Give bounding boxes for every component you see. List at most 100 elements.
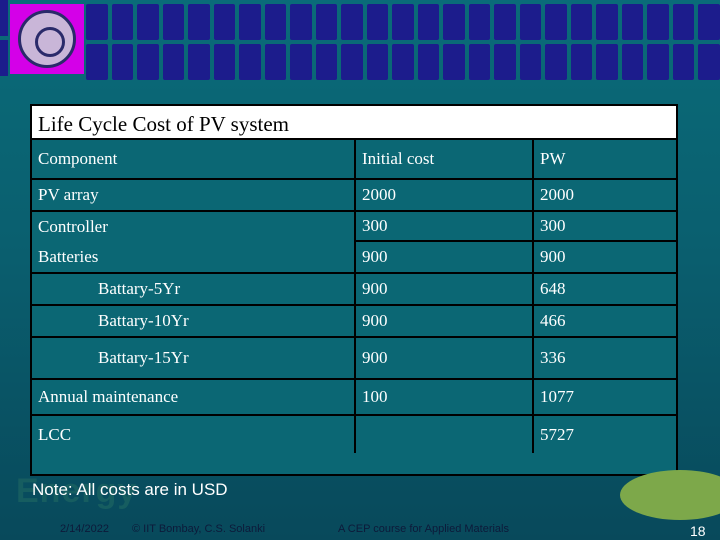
row-initial-cost: 900	[354, 304, 533, 337]
logo-emblem-icon	[18, 10, 76, 68]
decoration-square	[621, 4, 644, 40]
row-component: PV array	[38, 185, 99, 204]
decoration-square	[443, 44, 465, 80]
row-component: Batteries	[38, 246, 99, 266]
decoration-square	[366, 44, 389, 80]
decoration-square	[341, 4, 363, 40]
table-row: Batteries 900 900	[32, 240, 676, 273]
table-header-row: Component Initial cost PW	[32, 140, 676, 180]
decoration-square	[239, 44, 261, 80]
decoration-square	[468, 4, 491, 40]
decorative-oval	[620, 470, 720, 520]
decoration-square	[698, 4, 720, 40]
decoration-square	[417, 4, 440, 40]
footer-author: © IIT Bombay, C.S. Solanki	[132, 523, 266, 535]
row-initial-cost: 2000	[354, 179, 533, 211]
decoration-square	[137, 44, 159, 80]
decoration-square	[443, 4, 465, 40]
row-component: Controller	[32, 210, 355, 241]
decoration-square	[366, 4, 389, 40]
decoration-square	[570, 44, 593, 80]
decoration-square	[570, 4, 593, 40]
decoration-square	[213, 4, 236, 40]
decoration-square	[698, 44, 720, 80]
decoration-square	[596, 4, 618, 40]
decoration-square	[672, 44, 695, 80]
cost-note: Note: All costs are in USD	[32, 480, 228, 499]
table-row: Controller 300 300	[32, 210, 676, 241]
decoration-square	[494, 44, 516, 80]
row-component: LCC	[32, 414, 355, 453]
header-decoration-grid	[86, 4, 720, 80]
header-initial-cost: Initial cost	[354, 140, 533, 180]
decoration-square	[672, 4, 695, 40]
decoration-square	[545, 4, 567, 40]
decoration-square	[315, 4, 338, 40]
row-pw: 336	[532, 336, 676, 379]
row-pw: 466	[532, 304, 676, 337]
cost-table: Component Initial cost PW PV array 2000 …	[32, 140, 676, 453]
table-row: Battary-10Yr 900 466	[32, 304, 676, 337]
decoration-square	[596, 44, 618, 80]
decoration-square	[647, 44, 669, 80]
table-row: Battary-5Yr 900 648	[32, 272, 676, 305]
decoration-square	[621, 44, 644, 80]
row-component: Annual maintenance	[32, 378, 355, 415]
row-pw: 648	[532, 272, 676, 305]
table-row: PV array 2000 2000	[32, 179, 676, 211]
table-title: Life Cycle Cost of PV system	[32, 106, 676, 140]
decoration-square	[647, 4, 669, 40]
decoration-square	[188, 44, 210, 80]
header-decoration-left	[0, 0, 86, 80]
row-pw: 2000	[532, 179, 676, 211]
decoration-square	[264, 44, 287, 80]
row-initial-cost	[354, 414, 533, 453]
decoration-square	[213, 44, 236, 80]
slide-number: 18	[690, 523, 706, 539]
decoration-square	[111, 44, 134, 80]
decoration-square	[239, 4, 261, 40]
decoration-square	[86, 44, 108, 80]
row-initial-cost: 900	[354, 272, 533, 305]
decoration-square	[188, 4, 210, 40]
row-initial-cost: 900	[354, 240, 533, 273]
decoration-square	[137, 4, 159, 40]
iit-bombay-logo	[10, 4, 84, 74]
background-watermark-text: Energy	[16, 472, 138, 510]
decoration-square	[264, 4, 287, 40]
decoration-square	[519, 44, 542, 80]
decoration-square	[545, 44, 567, 80]
row-component: Battary-10Yr	[32, 304, 355, 337]
footer-date: 2/14/2022	[60, 523, 109, 535]
row-pw: 5727	[532, 414, 676, 453]
decoration-square	[315, 44, 338, 80]
decoration-square	[290, 4, 312, 40]
decoration-square	[392, 4, 414, 40]
decoration-square	[341, 44, 363, 80]
header-pw: PW	[532, 140, 676, 180]
decoration-square	[86, 4, 108, 40]
row-pw: 1077	[532, 378, 676, 415]
decoration-square	[111, 4, 134, 40]
row-initial-cost: 300	[354, 210, 533, 241]
row-initial-cost: 900	[354, 336, 533, 379]
row-pw: 900	[532, 240, 676, 273]
decoration-square	[519, 4, 542, 40]
lcc-table-panel: Life Cycle Cost of PV system Component I…	[30, 104, 678, 476]
footer-course: A CEP course for Applied Materials	[338, 523, 509, 535]
decoration-square	[162, 44, 185, 80]
table-row-total: LCC 5727	[32, 414, 676, 453]
table-row: Battary-15Yr 900 336	[32, 336, 676, 379]
header-component: Component	[32, 140, 355, 180]
row-component: Battary-5Yr	[32, 272, 355, 305]
decoration-square	[392, 44, 414, 80]
decoration-square	[290, 44, 312, 80]
row-component: Battary-15Yr	[32, 336, 355, 379]
table-row: Annual maintenance 100 1077	[32, 378, 676, 415]
decoration-square	[468, 44, 491, 80]
decoration-square	[494, 4, 516, 40]
row-initial-cost: 100	[354, 378, 533, 415]
row-pw: 300	[532, 210, 676, 241]
decoration-square	[417, 44, 440, 80]
decoration-square	[162, 4, 185, 40]
